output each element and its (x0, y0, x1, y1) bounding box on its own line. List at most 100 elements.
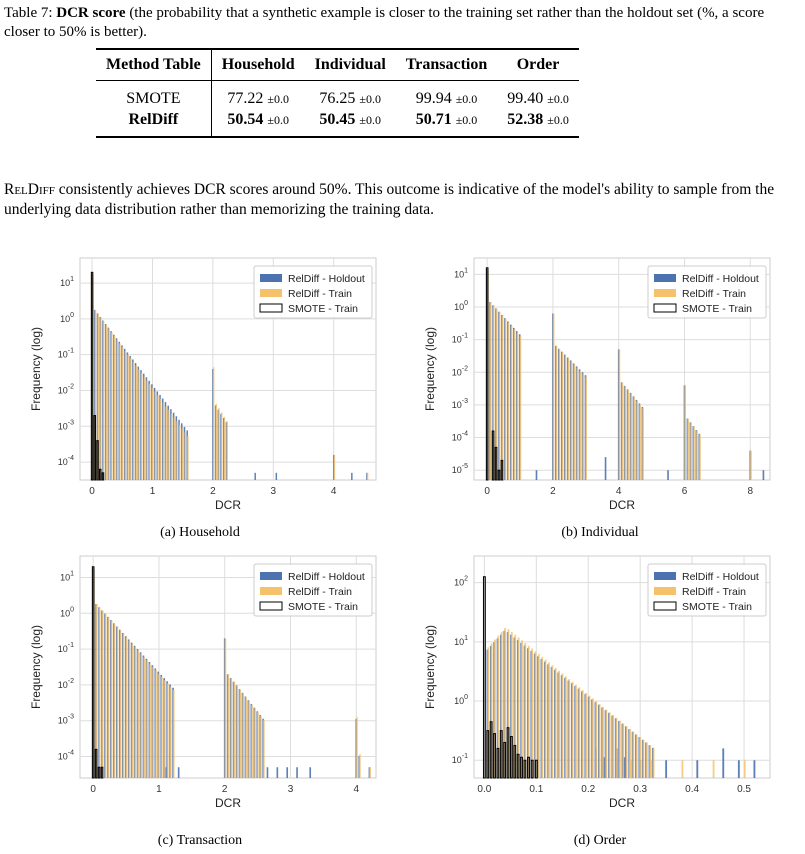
bar-reldiff-train (162, 402, 165, 480)
bar-reldiff-train (514, 634, 517, 778)
bar-smote-train (516, 753, 520, 779)
x-tick-label: 0.3 (633, 784, 647, 795)
y-tick-label: 101 (454, 267, 468, 279)
model-name: RelDiff (4, 181, 55, 198)
legend-swatch-smote (259, 601, 283, 611)
bar-reldiff-train (579, 370, 582, 480)
bar-reldiff-train (116, 627, 119, 778)
y-tick-label: 100 (60, 312, 74, 324)
bar-reldiff-train (101, 610, 104, 778)
bar-reldiff-train (521, 640, 523, 778)
caption-title: DCR score (56, 5, 126, 21)
bar-reldiff-train (582, 373, 585, 480)
bar-reldiff-train (242, 693, 244, 778)
bar-reldiff-train (164, 680, 166, 778)
bar-reldiff-train (165, 406, 167, 480)
bar-reldiff-train (595, 701, 598, 778)
bar-reldiff-train (137, 650, 140, 778)
bar-reldiff-train (111, 332, 113, 480)
bar-reldiff-train (263, 719, 265, 778)
bar-reldiff-train (176, 421, 178, 480)
bar-reldiff-train (561, 352, 564, 480)
x-tick-label: 6 (682, 486, 688, 497)
x-tick-label: 2 (222, 784, 228, 795)
legend-label: RelDiff - Train (288, 586, 352, 598)
legend-label: RelDiff - Train (682, 288, 746, 300)
bar-reldiff-train (158, 673, 160, 778)
bar-reldiff-train (500, 631, 503, 778)
y-tick-label: 101 (60, 570, 74, 582)
chart-order: 0.0 0.1 0.2 0.3 0.4 0.5 10-1 100 101 102 DCR Freque… (423, 555, 771, 810)
bar-reldiff-train (333, 454, 336, 480)
bar-reldiff-train (224, 638, 227, 778)
bar-reldiff-train (602, 706, 604, 778)
bar-reldiff-train (534, 651, 537, 778)
bar-reldiff-train (113, 335, 116, 480)
bar-reldiff-train (581, 690, 584, 778)
bar-reldiff-train (167, 683, 169, 778)
bar-reldiff-train (236, 685, 239, 778)
bar-reldiff-train (642, 739, 645, 778)
x-tick-label: 2 (550, 486, 556, 497)
bar-reldiff-holdout (623, 757, 626, 778)
y-tick-label: 10-4 (58, 750, 74, 762)
bar-reldiff-train (561, 673, 564, 778)
y-tick-label: 10-2 (58, 383, 74, 395)
bar-reldiff-holdout (722, 748, 725, 778)
bar-reldiff-train (552, 313, 555, 480)
bar-reldiff-train (143, 656, 145, 778)
bar-reldiff-train (119, 343, 121, 480)
bar-reldiff-train (173, 417, 176, 480)
bar-reldiff-train (170, 686, 172, 778)
x-tick-label: 0.0 (477, 784, 491, 795)
bar-reldiff-train (227, 674, 230, 778)
bar-reldiff-train (94, 310, 97, 480)
bar-reldiff-train (143, 376, 146, 480)
bar-reldiff-train (490, 643, 493, 778)
y-axis-label: Frequency (log) (29, 625, 43, 709)
bar-reldiff-train (218, 408, 220, 480)
bar-smote-train (520, 756, 523, 779)
bar-smote-train (509, 736, 513, 779)
bar-reldiff-train (102, 321, 105, 480)
bar-reldiff-train (687, 418, 689, 480)
bar-reldiff-train (527, 645, 530, 778)
bar-reldiff-train (128, 640, 131, 778)
bar-reldiff-train (134, 647, 137, 778)
bar-smote-train (94, 748, 98, 779)
table-cell: 99.40 ±0.0 (507, 89, 569, 107)
bar-reldiff-train (122, 633, 125, 778)
bar-reldiff-train (245, 697, 247, 778)
bar-reldiff-train (172, 689, 175, 778)
bar-smote-train (530, 759, 534, 779)
bar-smote-train (485, 267, 489, 481)
bar-reldiff-train (146, 380, 148, 480)
bar-reldiff-holdout (351, 472, 353, 480)
bar-reldiff-holdout (753, 760, 756, 778)
bar-reldiff-train (140, 653, 143, 778)
table-cell: 99.94 ±0.0 (415, 89, 478, 107)
y-axis-label: Frequency (log) (29, 327, 43, 411)
x-tick-label: 8 (747, 486, 753, 497)
bar-smote-train (493, 733, 496, 779)
bar-reldiff-train (690, 422, 692, 480)
bar-reldiff-train (239, 689, 242, 778)
legend-swatch-smote (653, 601, 677, 611)
bar-smote-train (506, 727, 510, 779)
legend-box (253, 265, 373, 319)
legend-swatch-holdout (260, 274, 282, 282)
legend-label: RelDiff - Holdout (288, 571, 365, 583)
bar-reldiff-train (564, 676, 567, 778)
bar-reldiff-train (110, 620, 113, 778)
bar-reldiff-train (585, 376, 588, 480)
bar-smote-train (496, 747, 500, 779)
bar-smote-train (503, 741, 507, 779)
bar-reldiff-train (113, 623, 116, 778)
x-axis-label: DCR (609, 498, 635, 512)
bar-reldiff-train (598, 703, 601, 778)
bar-reldiff-train (636, 400, 638, 480)
legend-swatch-train (654, 587, 676, 595)
legend-label: SMOTE - Train (682, 303, 752, 315)
bar-reldiff-train (140, 373, 143, 480)
bar-smote-train (100, 766, 104, 779)
